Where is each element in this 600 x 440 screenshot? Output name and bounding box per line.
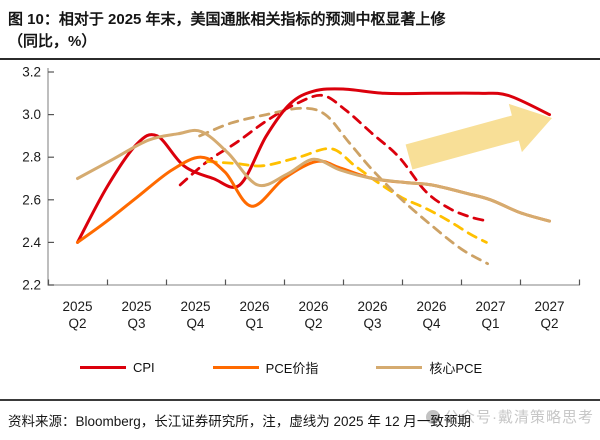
series-line-核心PCE	[76, 128, 551, 223]
series-line-核心PCE（2025年12月一致预期）	[198, 106, 489, 266]
watermark-logo-icon	[426, 409, 440, 424]
x-tick-label: 2026 Q4	[416, 299, 446, 331]
series-line-PCE价指	[76, 155, 551, 244]
x-tick-label: 2025 Q4	[180, 299, 210, 331]
x-tick-label: 2026 Q3	[357, 299, 387, 331]
y-tick-label: 2.2	[22, 278, 41, 293]
source-note-text: 资料来源：Bloomberg，长江证券研究所，注，虚线为 2025 年 12 月…	[8, 414, 471, 429]
legend-item-pce: PCE价指	[212, 358, 319, 377]
legend-swatch-core-pce	[376, 365, 423, 369]
y-tick-label: 2.4	[22, 235, 41, 250]
y-tick-label: 3.0	[22, 107, 41, 122]
upward-revision-arrow	[405, 103, 552, 170]
x-tick-label: 2026 Q2	[298, 299, 328, 331]
x-tick-label: 2026 Q1	[239, 299, 269, 331]
series-line-CPI	[76, 87, 551, 244]
watermark: 公众号·戴清策略思考	[426, 406, 594, 427]
x-tick-label: 2025 Q2	[62, 299, 92, 331]
x-tick-label: 2025 Q3	[121, 299, 151, 331]
series-line-CPI（2025年12月一致预期）	[178, 93, 489, 223]
y-tick-label: 2.6	[22, 192, 41, 207]
legend-swatch-cpi	[80, 365, 126, 369]
watermark-text: 公众号·戴清策略思考	[444, 409, 594, 426]
legend-label-core-pce: 核心PCE	[429, 360, 483, 376]
legend-swatch-pce	[212, 365, 259, 369]
legend-item-core-pce: 核心PCE	[376, 358, 482, 377]
chart-legend: CPI PCE价指 核心PCE	[0, 356, 600, 378]
source-note: 资料来源：Bloomberg，长江证券研究所，注，虚线为 2025 年 12 月…	[0, 399, 600, 440]
y-tick-label: 2.8	[22, 150, 41, 165]
figure-title-line1: 图 10：相对于 2025 年末，美国通胀相关指标的预测中枢显著上修	[8, 11, 446, 28]
legend-item-cpi: CPI	[80, 360, 155, 375]
x-tick-label: 2027 Q1	[475, 299, 505, 331]
legend-label-cpi: CPI	[133, 359, 155, 375]
axes: 2.2 2.4 2.6 2.8 3.0 3.2 2025 Q2 2025 Q3 2025 Q4 2026…	[22, 65, 581, 331]
figure-title-line2: （同比，%）	[8, 32, 97, 50]
y-tick-label: 3.2	[22, 65, 41, 80]
legend-label-pce: PCE价指	[265, 360, 319, 376]
series-line-PCE价指（2025年12月一致预期）	[205, 147, 488, 244]
figure-title: 图 10：相对于 2025 年末，美国通胀相关指标的预测中枢显著上修 （同比，%…	[0, 0, 600, 60]
x-tick-label: 2027 Q2	[534, 299, 564, 331]
